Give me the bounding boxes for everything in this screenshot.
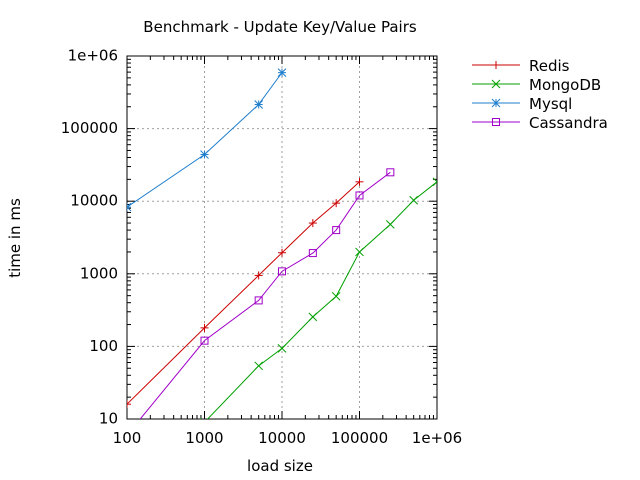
y-tick-label: 1000 xyxy=(80,264,118,282)
y-tick-label: 1e+06 xyxy=(68,47,118,65)
y-tick-labels: 10 100 1000 10000 100000 1e+06 xyxy=(61,47,118,428)
x-tick-label: 100 xyxy=(113,429,142,447)
plot-frame xyxy=(126,55,438,420)
legend-item-redis: Redis xyxy=(472,57,570,75)
data-point-redis xyxy=(200,323,209,332)
data-point-cassandra xyxy=(254,296,263,305)
legend-marker-mysql xyxy=(491,98,501,108)
data-point-redis xyxy=(254,271,263,280)
x-axis-label: load size xyxy=(247,457,313,475)
x-tick-label: 100000 xyxy=(331,429,388,447)
legend-label-cassandra: Cassandra xyxy=(529,114,608,132)
legend-marker-mongodb xyxy=(491,79,501,89)
legend-line-cassandra xyxy=(472,118,520,126)
legend-marker-cassandra xyxy=(492,118,500,126)
y-tick-label: 100000 xyxy=(61,119,118,137)
data-point-mongodb xyxy=(331,291,341,301)
data-point-mysql xyxy=(277,68,287,77)
series-redis xyxy=(127,177,364,409)
data-point-mysql xyxy=(254,100,264,109)
data-point-mongodb xyxy=(385,219,395,229)
data-point-cassandra xyxy=(332,226,341,235)
x-tick-label: 1000 xyxy=(185,429,223,447)
data-point-mongodb xyxy=(308,312,318,322)
legend-label-mysql: Mysql xyxy=(529,95,572,113)
legend-label-mongodb: MongoDB xyxy=(529,76,601,94)
y-tick-label: 100 xyxy=(89,337,118,355)
data-point-cassandra xyxy=(200,336,209,345)
data-point-redis xyxy=(332,199,341,208)
series-mysql xyxy=(127,68,287,212)
data-point-cassandra xyxy=(386,168,395,177)
data-point-mysql xyxy=(200,150,209,159)
legend-item-mongodb: MongoDB xyxy=(472,76,601,94)
data-point-mysql xyxy=(127,202,132,212)
series-layer xyxy=(127,68,437,419)
x-tick-labels: 100 1000 10000 100000 1e+06 xyxy=(113,429,463,447)
data-point-redis xyxy=(278,248,286,257)
series-line-redis xyxy=(127,181,360,405)
data-point-mongodb xyxy=(200,417,209,419)
series-line-mysql xyxy=(127,72,283,208)
data-point-mongodb xyxy=(254,361,264,371)
legend-item-mysql: Mysql xyxy=(472,95,572,113)
y-tick-label: 10000 xyxy=(70,192,118,210)
legend-line-redis xyxy=(472,61,520,69)
legend-line-mysql xyxy=(472,98,520,108)
x-tick-label: 1e+06 xyxy=(412,429,462,447)
y-tick-label: 10 xyxy=(99,410,118,428)
chart-title: Benchmark - Update Key/Value Pairs xyxy=(143,18,417,36)
series-cassandra xyxy=(139,168,395,419)
data-point-mongodb xyxy=(409,195,419,205)
data-point-cassandra xyxy=(355,191,364,200)
y-axis-label: time in ms xyxy=(6,198,24,278)
data-point-cassandra xyxy=(308,249,317,258)
series-mongodb xyxy=(200,177,437,419)
data-point-redis xyxy=(308,219,317,228)
series-line-cassandra xyxy=(139,171,391,419)
x-tick-label: 10000 xyxy=(258,429,306,447)
legend-label-redis: Redis xyxy=(529,57,570,75)
data-point-mongodb xyxy=(277,343,287,353)
data-point-mongodb xyxy=(432,177,437,187)
legend-item-cassandra: Cassandra xyxy=(472,114,608,132)
legend-marker-redis xyxy=(492,61,500,69)
data-point-redis xyxy=(127,400,131,409)
legend: Redis MongoDB Mysql Cassandra xyxy=(472,57,608,132)
grid-lines xyxy=(127,56,437,419)
data-point-redis xyxy=(355,177,364,186)
legend-line-mongodb xyxy=(472,79,520,89)
tick-marks xyxy=(126,55,438,420)
data-point-mongodb xyxy=(355,247,364,257)
series-line-mongodb xyxy=(206,181,437,419)
data-point-cassandra xyxy=(278,267,286,276)
